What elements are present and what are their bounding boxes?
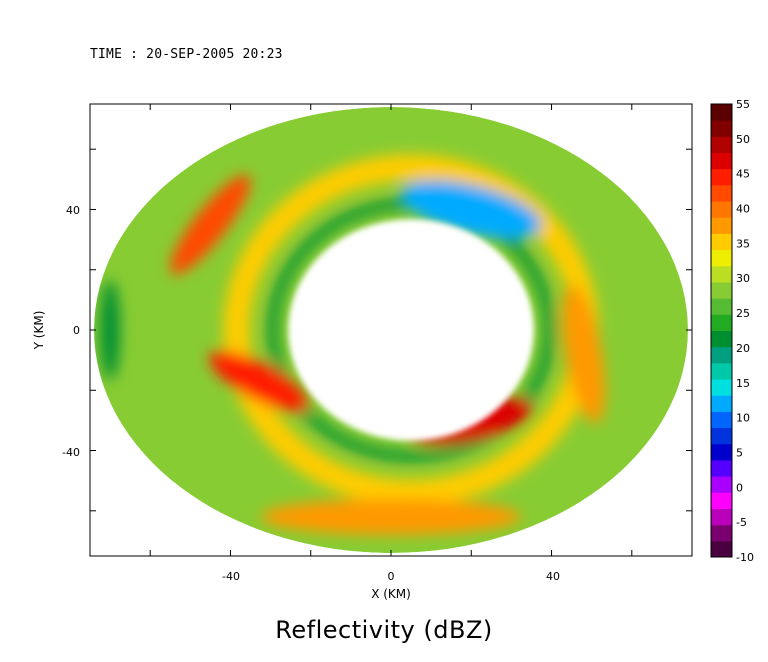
colorbar-label: 40: [736, 203, 750, 216]
colorbar-segment: [711, 233, 732, 251]
colorbar-label: -10: [736, 551, 754, 564]
colorbar-label: 30: [736, 272, 750, 285]
y-tick-label-40: 40: [66, 204, 80, 217]
colorbar-segment: [711, 362, 732, 380]
outer-edge-west: [100, 280, 121, 380]
rainband-northwest: [170, 174, 251, 275]
colorbar-segment: [711, 136, 732, 154]
colorbar-segment: [711, 249, 732, 267]
colorbar-segment: [711, 152, 732, 170]
colorbar-label: 50: [736, 133, 750, 146]
colorbar-segment: [711, 314, 732, 331]
colorbar-segment: [711, 346, 732, 364]
x-tick-label-40: 40: [546, 570, 560, 583]
colorbar-segment: [711, 508, 732, 526]
eyewall-max-southwest: [209, 350, 308, 412]
colorbar-segment: [711, 540, 732, 558]
colorbar-segment: [711, 411, 732, 429]
weak-echo-north: [401, 180, 542, 239]
y-tick-label-0: 0: [73, 324, 80, 337]
colorbar-label: 25: [736, 307, 750, 320]
colorbar-label: 35: [736, 237, 750, 250]
colorbar-segment: [711, 217, 732, 234]
x-tick-label-neg40: -40: [222, 570, 240, 583]
colorbar-segment: [711, 298, 732, 315]
colorbar-segment: [711, 104, 732, 121]
colorbar-segment: [711, 379, 732, 396]
colorbar-label: 20: [736, 342, 750, 355]
colorbar-label: 0: [736, 481, 743, 494]
colorbar-segment: [711, 476, 732, 493]
colorbar-label: 45: [736, 168, 750, 181]
colorbar-segment: [711, 330, 732, 348]
colorbar-label: -5: [736, 516, 747, 529]
colorbar-segment: [711, 524, 732, 542]
colorbar-segment: [711, 281, 732, 299]
colorbar: [710, 103, 733, 558]
colorbar-segment: [711, 168, 732, 186]
colorbar-label: 55: [736, 98, 750, 111]
colorbar-segment: [711, 395, 732, 412]
colorbar-segment: [711, 184, 732, 202]
x-tick-label-0: 0: [388, 570, 395, 583]
y-tick-label-neg40: -40: [62, 446, 80, 459]
y-axis-label: Y (KM): [32, 311, 46, 351]
colorbar-segment: [711, 427, 732, 445]
chart-title: Reflectivity (dBZ): [275, 616, 493, 644]
axis-ticks: [90, 104, 692, 556]
colorbar-segment: [711, 265, 732, 283]
reflectivity-field: [94, 107, 688, 553]
colorbar-label: 10: [736, 412, 750, 425]
colorbar-label: 15: [736, 377, 750, 390]
x-axis-label: X (KM): [371, 587, 411, 601]
rainband-south: [261, 498, 521, 535]
colorbar-segment: [711, 492, 732, 509]
eye-no-echo: [288, 219, 534, 441]
colorbar-label: 5: [736, 446, 743, 459]
time-label: TIME : 20-SEP-2005 20:23: [90, 47, 283, 62]
rainband-east: [562, 285, 606, 424]
colorbar-segment: [711, 120, 732, 137]
colorbar-segment: [711, 201, 732, 218]
colorbar-segment: [711, 443, 732, 461]
colorbar-frame: [710, 103, 733, 558]
colorbar-segment: [711, 459, 732, 477]
